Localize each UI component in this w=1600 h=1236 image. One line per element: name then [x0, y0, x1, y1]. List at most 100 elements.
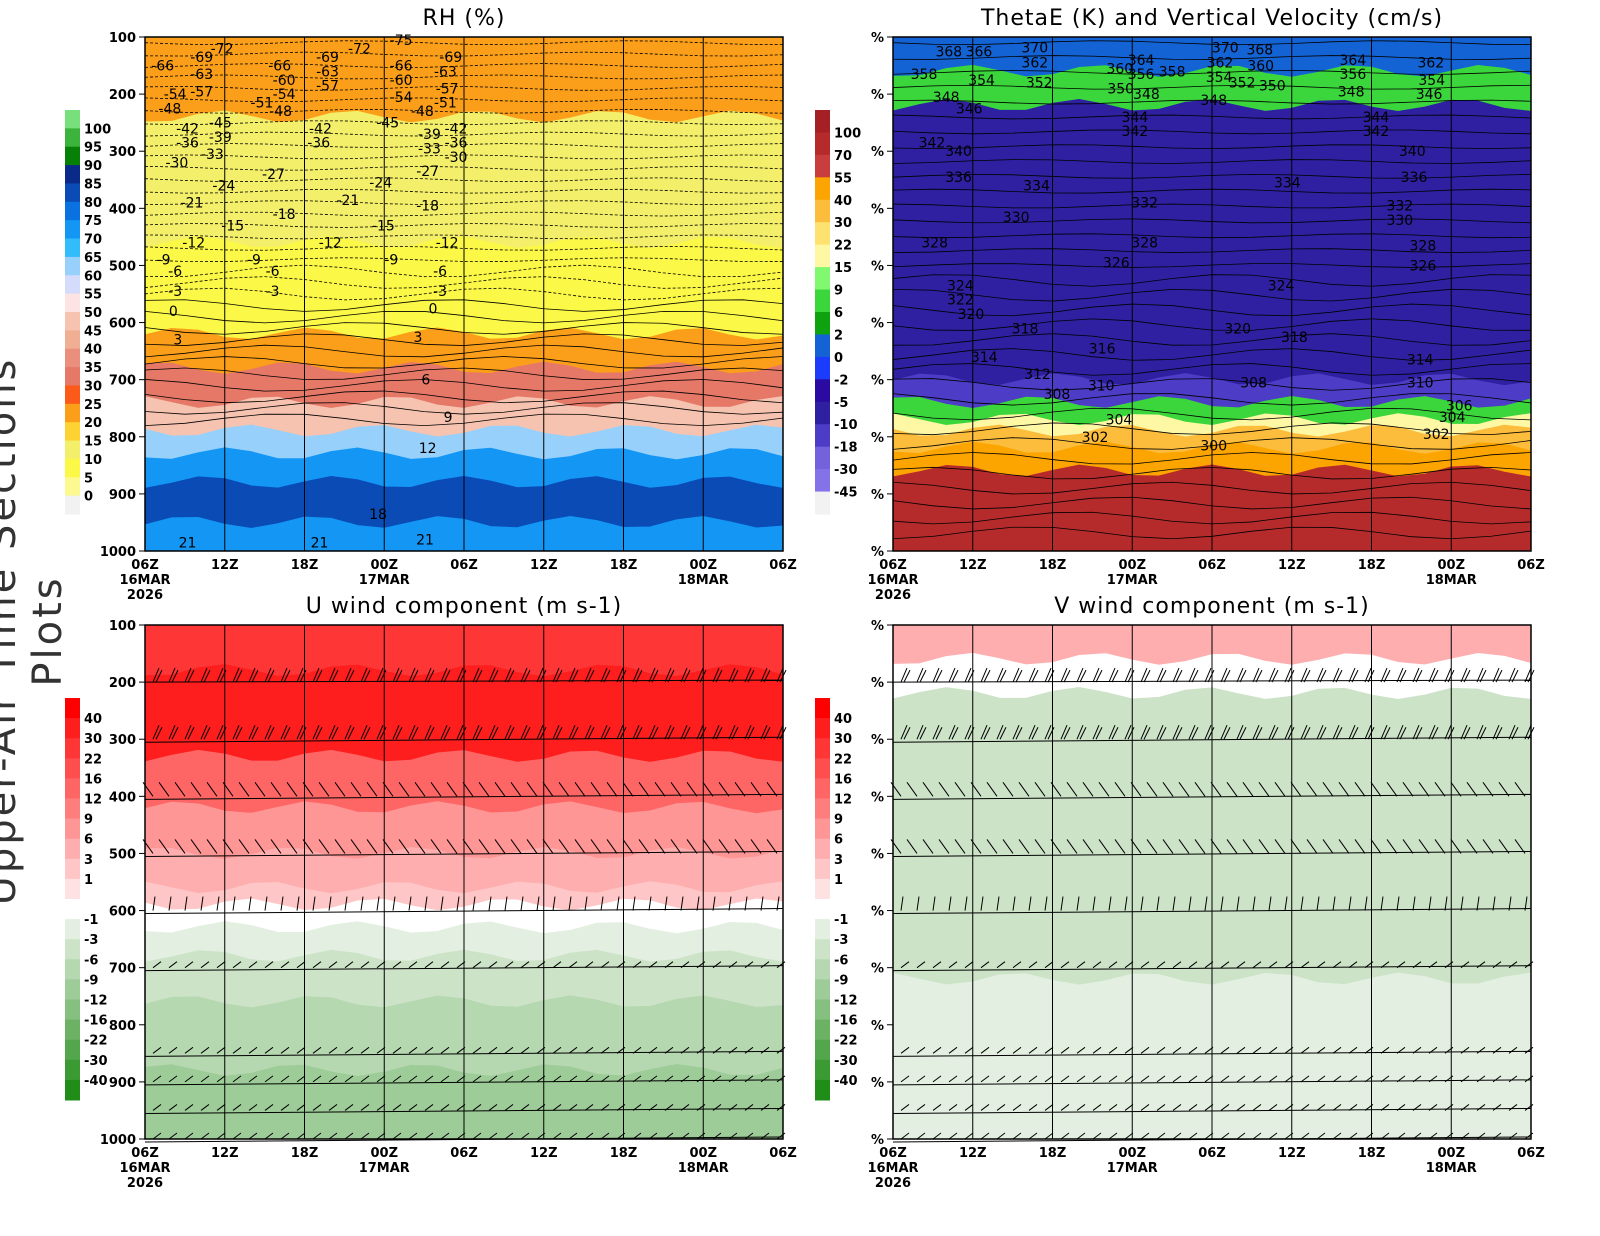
colorbar-label: 9 — [834, 284, 843, 299]
contour-label: -57 — [190, 84, 213, 100]
y-tick-label: % — [871, 733, 884, 748]
colorbar-swatch — [815, 1019, 830, 1041]
barb-staff-row — [892, 908, 1532, 915]
contour-label: 350 — [1107, 81, 1134, 97]
contour-label: -54 — [390, 90, 413, 106]
y-tick-label: % — [871, 88, 884, 103]
contour-label: -3 — [266, 284, 280, 300]
contour-line — [144, 188, 784, 194]
colorbar-swatch — [815, 778, 830, 799]
plot-frame — [892, 36, 1532, 552]
contour-line — [144, 109, 784, 114]
colorbar-label: -5 — [834, 396, 848, 411]
x-date-label: 17MAR — [1107, 573, 1158, 588]
colorbar-swatch — [815, 698, 830, 719]
colorbar-swatch — [65, 312, 80, 331]
contour-label: -6 — [433, 264, 447, 280]
colorbar-label: -30 — [834, 1054, 858, 1069]
y-tick-label: % — [871, 790, 884, 805]
colorbar-swatch — [65, 999, 80, 1021]
contour-label: 350 — [1259, 79, 1286, 95]
colorbar-label: 1 — [84, 873, 93, 888]
contour-label: -69 — [190, 50, 213, 66]
contour-label: -9 — [247, 253, 261, 269]
x-date-label: 2026 — [127, 588, 163, 603]
y-tick-label: % — [871, 317, 884, 332]
x-tick-label: 06Z — [769, 558, 797, 573]
y-tick-label: 800 — [109, 431, 136, 446]
colorbar-label: -18 — [834, 441, 858, 456]
x-tick-label: 12Z — [959, 558, 987, 573]
contour-label: 358 — [1159, 64, 1186, 80]
colorbar-swatch — [65, 238, 80, 258]
contour-label: 342 — [1122, 124, 1149, 140]
x-tick-label: 18Z — [1358, 558, 1386, 573]
x-tick-label: 00Z — [689, 1146, 717, 1161]
contour-label: -72 — [211, 41, 234, 57]
colorbar-swatch — [65, 220, 80, 240]
colorbar-swatch — [65, 698, 80, 719]
contour-label: 308 — [1044, 387, 1071, 403]
colorbar-label: 30 — [834, 732, 852, 747]
contour-line — [144, 143, 784, 148]
wind-barbs-900 — [900, 1075, 1534, 1083]
barb-staff-row — [144, 1079, 784, 1086]
barb-staff-row — [892, 679, 1532, 683]
contour-line — [144, 223, 784, 228]
x-tick-label: 06Z — [1517, 558, 1545, 573]
contour-label: 340 — [945, 144, 972, 160]
colorbar-swatch — [815, 312, 830, 335]
y-tick-label: % — [871, 545, 884, 560]
contour-label: 310 — [1407, 376, 1434, 392]
contour-label: 312 — [1024, 367, 1051, 383]
contour-label: 336 — [1401, 170, 1428, 186]
x-date-label: 17MAR — [1107, 1161, 1158, 1176]
barb-staff-row — [892, 793, 1532, 800]
colorbar-label: 100 — [834, 126, 861, 141]
contour-label: 342 — [1363, 124, 1390, 140]
contour-label: 354 — [968, 73, 995, 89]
barb-staff-row — [144, 850, 784, 857]
contour-label: -39 — [209, 130, 232, 146]
contour-label: -72 — [348, 41, 371, 57]
contour-line — [144, 177, 784, 183]
x-tick-label: 06Z — [879, 558, 907, 573]
colorbar-label: 50 — [84, 306, 102, 321]
contour-label: -36 — [445, 136, 468, 152]
colorbar-swatch — [65, 201, 80, 221]
contour-label: -48 — [158, 101, 181, 117]
colorbar-label: 60 — [84, 269, 102, 284]
colorbar-swatch — [65, 385, 80, 405]
colorbar-label: 6 — [84, 833, 93, 848]
contour-label: 354 — [1418, 73, 1445, 89]
y-tick-label: % — [871, 1019, 884, 1034]
contour-label: -27 — [416, 164, 439, 180]
chart-title: V wind component (m s-1) — [1054, 594, 1370, 619]
colorbar-label: 25 — [84, 398, 102, 413]
y-tick-label: 300 — [109, 733, 136, 748]
y-tick-label: 1000 — [100, 545, 136, 560]
x-date-label: 16MAR — [867, 1161, 918, 1176]
contour-label: 364 — [1128, 53, 1155, 69]
barb-staff-row — [144, 793, 784, 800]
contour-label: -24 — [212, 178, 235, 194]
contour-label: -57 — [436, 81, 459, 97]
barb-staff-row — [144, 1050, 784, 1057]
colorbar-swatch — [65, 110, 80, 129]
colorbar-label: 100 — [84, 122, 111, 137]
x-tick-label: 18Z — [291, 1146, 319, 1161]
x-date-label: 16MAR — [119, 1161, 170, 1176]
contour-line — [144, 97, 784, 103]
colorbar-label: 3 — [834, 853, 843, 868]
x-tick-label: 00Z — [1437, 558, 1465, 573]
colorbar-label: 80 — [84, 196, 102, 211]
colorbar-label: -30 — [84, 1054, 108, 1069]
y-tick-label: 500 — [109, 847, 136, 862]
contour-label: -75 — [390, 33, 413, 49]
y-tick-label: % — [871, 488, 884, 503]
contour-label: 366 — [966, 44, 993, 60]
barb-staff-row — [892, 1079, 1532, 1086]
x-date-label: 18MAR — [1426, 1161, 1477, 1176]
colorbar-label: 95 — [84, 141, 102, 156]
contour-line — [144, 245, 784, 251]
